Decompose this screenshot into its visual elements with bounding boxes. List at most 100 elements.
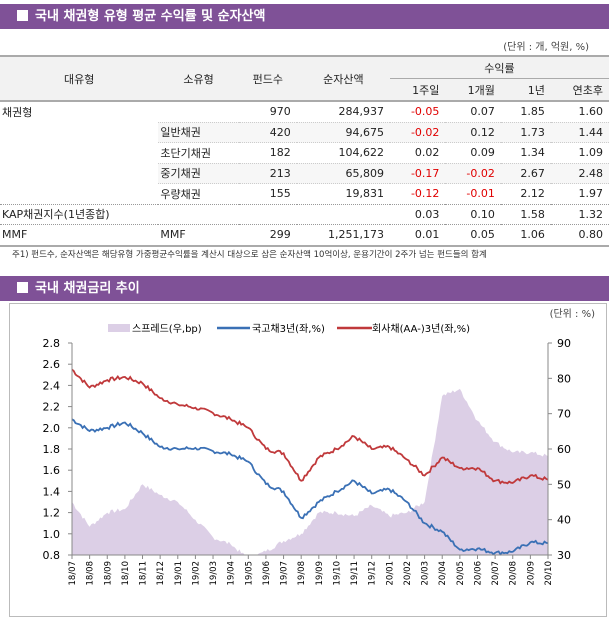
cell-m1: -0.02 bbox=[445, 162, 501, 184]
x-tick-label: 18/11 bbox=[139, 561, 149, 586]
chart-unit: (단위 : %) bbox=[550, 307, 596, 320]
x-tick-label: 19/01 bbox=[174, 561, 184, 586]
table-unit: (단위 : 개, 억원, %) bbox=[503, 42, 589, 53]
cell-major: MMF bbox=[2, 228, 28, 242]
cell-nav: 94,675 bbox=[296, 121, 390, 143]
cell-nav: 284,937 bbox=[338, 105, 384, 119]
cell-funds: 155 bbox=[238, 183, 297, 204]
cell-y1: 1.85 bbox=[520, 105, 545, 119]
x-tick-label: 19/02 bbox=[191, 561, 201, 586]
cell-y1: 2.67 bbox=[500, 162, 551, 184]
footnote: 주1) 펀드수, 순자산액은 해당유형 가중평균수익률을 계산시 대상으로 삼은… bbox=[12, 250, 487, 260]
header-ytd: 연초후 bbox=[550, 78, 609, 101]
x-tick-label: 19/04 bbox=[227, 561, 237, 586]
x-tick-label: 19/09 bbox=[315, 561, 325, 586]
table-row: 일반채권 420 94,675 -0.02 0.12 1.73 1.44 bbox=[0, 121, 609, 143]
x-tick-label: 18/07 bbox=[68, 561, 78, 586]
square-bullet-icon bbox=[17, 10, 28, 21]
left-tick-label: 1.0 bbox=[43, 528, 61, 541]
cell-funds: 420 bbox=[238, 121, 297, 143]
cell-w1: -0.12 bbox=[389, 183, 446, 204]
cell-funds: 299 bbox=[269, 228, 291, 242]
cell-minor: 일반채권 bbox=[158, 121, 239, 143]
header-1m: 1개월 bbox=[445, 78, 501, 101]
cell-nav: 19,831 bbox=[296, 183, 390, 204]
right-tick-label: 70 bbox=[557, 408, 571, 421]
section-title-2: 국내 채권금리 추이 bbox=[35, 281, 140, 296]
left-tick-label: 1.2 bbox=[43, 507, 61, 520]
x-tick-label: 19/08 bbox=[297, 561, 307, 586]
x-tick-label: 20/03 bbox=[421, 561, 431, 586]
legend-label-corporate: 회사채(AA-)3년(좌,%) bbox=[372, 323, 470, 335]
legend-label-treasury: 국고채3년(좌,%) bbox=[252, 323, 325, 335]
right-tick-label: 60 bbox=[557, 443, 571, 456]
treasury-3y-line bbox=[71, 418, 549, 556]
table-row: MMF MMF 299 1,251,173 0.01 0.05 1.06 0.80 bbox=[0, 224, 609, 246]
x-tick-label: 20/04 bbox=[438, 561, 448, 586]
cell-ytd: 2.48 bbox=[550, 162, 609, 184]
cell-major bbox=[0, 184, 158, 205]
x-tick-label: 19/06 bbox=[262, 561, 272, 586]
cell-m1: 0.07 bbox=[470, 105, 495, 119]
cell-m1: 0.09 bbox=[445, 142, 501, 163]
x-tick-label: 20/07 bbox=[491, 561, 501, 586]
right-tick-label: 90 bbox=[557, 337, 571, 350]
header-funds: 펀드수 bbox=[238, 56, 297, 101]
section-title-bar: 국내 채권형 유형 평균 수익률 및 순자산액 bbox=[0, 4, 609, 29]
cell-ytd: 1.09 bbox=[550, 142, 609, 163]
right-tick-label: 40 bbox=[557, 514, 571, 527]
table-row: KAP채권지수(1년종합) 0.03 0.10 1.58 1.32 bbox=[0, 204, 609, 225]
cell-w1: 0.03 bbox=[414, 207, 440, 221]
cell-w1: -0.05 bbox=[410, 105, 440, 119]
bond-rate-chart: 0.8 1.0 1.2 1.4 1.6 1.8 2.0 2.2 2.4 2.6 2.8 30 40 50 6… bbox=[43, 307, 596, 586]
cell-m1: -0.01 bbox=[445, 183, 501, 204]
left-tick-label: 2.4 bbox=[43, 379, 61, 392]
square-bullet-icon bbox=[17, 282, 28, 293]
x-tick-label: 20/01 bbox=[385, 561, 395, 586]
cell-y1: 1.06 bbox=[520, 228, 545, 242]
cell-w1: -0.17 bbox=[389, 162, 446, 184]
left-tick-label: 1.8 bbox=[43, 443, 61, 456]
cell-minor bbox=[158, 204, 238, 225]
header-returns: 수익률 bbox=[389, 56, 609, 79]
header-minor: 소유형 bbox=[158, 56, 239, 101]
x-tick-label: 18/09 bbox=[103, 561, 113, 586]
cell-w1: 0.02 bbox=[389, 142, 446, 163]
cell-y1: 2.12 bbox=[500, 183, 551, 204]
cell-major: KAP채권지수(1년종합) bbox=[2, 208, 110, 222]
header-major: 대유형 bbox=[0, 56, 159, 101]
x-tick-label: 18/10 bbox=[121, 561, 131, 586]
left-tick-label: 2.6 bbox=[43, 358, 61, 371]
x-tick-label: 19/05 bbox=[244, 561, 254, 586]
cell-w1: -0.02 bbox=[389, 121, 446, 143]
cell-nav: 65,809 bbox=[296, 162, 390, 184]
x-tick-label: 20/10 bbox=[544, 561, 554, 586]
cell-w1: 0.01 bbox=[414, 228, 440, 242]
x-tick-label: 20/06 bbox=[473, 561, 483, 586]
cell-funds: 970 bbox=[269, 105, 291, 119]
header-nav: 순자산액 bbox=[296, 56, 390, 101]
table-row: 중기채권 213 65,809 -0.17 -0.02 2.67 2.48 bbox=[0, 162, 609, 184]
left-tick-label: 2.2 bbox=[43, 401, 61, 414]
cell-minor: 초단기채권 bbox=[158, 142, 239, 163]
x-tick-label: 20/09 bbox=[526, 561, 536, 586]
returns-table: 대유형 소유형 펀드수 순자산액 수익률 1주일 1개월 1년 연초후 채권형 9… bbox=[0, 55, 609, 247]
header-1w: 1주일 bbox=[389, 78, 446, 101]
spread-area bbox=[72, 388, 548, 555]
right-tick-label: 80 bbox=[557, 372, 571, 385]
cell-major bbox=[0, 163, 158, 184]
right-tick-label: 50 bbox=[557, 478, 571, 491]
x-tick-label: 19/11 bbox=[350, 561, 360, 586]
x-tick-label: 19/10 bbox=[332, 561, 342, 586]
cell-major: 채권형 bbox=[2, 106, 33, 119]
cell-m1: 0.12 bbox=[445, 121, 501, 143]
x-tick-label: 19/12 bbox=[368, 561, 378, 586]
x-tick-label: 19/07 bbox=[280, 561, 290, 586]
left-tick-label: 1.6 bbox=[43, 464, 61, 477]
cell-nav: 1,251,173 bbox=[327, 228, 384, 242]
section-title-bar-2: 국내 채권금리 추이 bbox=[0, 276, 609, 301]
header-1y: 1년 bbox=[500, 78, 551, 101]
left-tick-label: 1.4 bbox=[43, 485, 61, 498]
corporate-aa-3y-line bbox=[71, 368, 549, 485]
table-row: 초단기채권 182 104,622 0.02 0.09 1.34 1.09 bbox=[0, 142, 609, 163]
